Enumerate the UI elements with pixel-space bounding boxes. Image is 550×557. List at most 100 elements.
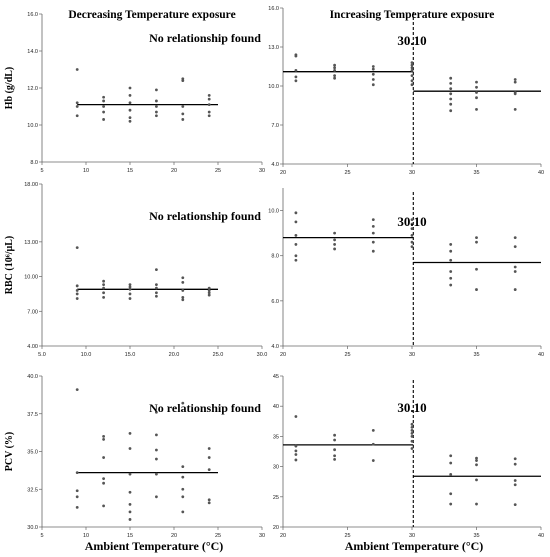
panel2-data-point-5	[333, 63, 336, 67]
panel3-data-point-13	[128, 292, 132, 296]
panel3-data-point-5	[102, 279, 105, 283]
panel3-data-point-2	[75, 289, 79, 292]
panel2-data-point-2	[294, 69, 298, 72]
panel1-data-point-24	[181, 118, 185, 121]
panel2-y-tick-label-1: 7.0	[271, 123, 279, 129]
panel1-data-point-6	[102, 105, 105, 108]
panel6-data-point-26	[475, 459, 478, 462]
panel6-data-point-7	[333, 448, 336, 452]
panel4-data-point-19	[410, 240, 414, 244]
panel1-x-tick-label-5: 30	[259, 168, 265, 174]
panel5-data-point-26	[181, 475, 185, 479]
panel5-data-point-25	[181, 465, 185, 468]
panel6-data-point-34	[513, 503, 517, 507]
panel6-data-point-25	[475, 456, 478, 460]
panel1-data-point-21	[181, 79, 185, 82]
panel6-y-tick-label-4: 40	[273, 404, 279, 410]
panel3-data-point-25	[207, 286, 211, 290]
panel2-data-point-20	[410, 79, 414, 83]
panel2-data-point-9	[333, 76, 336, 80]
panel3-x-tick-label-1: 10.0	[81, 352, 92, 358]
panel4-x-tick-label-1: 25	[344, 352, 350, 358]
panel2-data-point-17	[410, 66, 414, 70]
panel3-data-point-11	[128, 285, 132, 289]
panel5-annotation: No relationship found	[149, 401, 261, 415]
panel6-x-tick-label-1: 25	[344, 533, 350, 539]
panel6-data-point-13	[410, 422, 414, 426]
panel1-data-point-15	[155, 88, 158, 92]
panel6-data-point-10	[371, 428, 375, 432]
panel1-y-tick-label-0: 8.0	[30, 160, 38, 166]
panel5-data-point-8	[102, 477, 105, 481]
panel5-x-tick-label-2: 15	[127, 533, 133, 539]
panel1-x-tick-label-0: 5	[40, 168, 43, 174]
panel5-y-tick-label-4: 40.0	[27, 374, 38, 380]
panel4-data-point-31	[513, 236, 517, 240]
panel3-annotation: No relationship found	[149, 209, 261, 223]
panel6-annotation: 30.10	[397, 400, 426, 415]
panel2-data-point-31	[475, 91, 478, 94]
panel6-data-point-21	[449, 461, 453, 465]
panel5-data-point-18	[155, 410, 158, 414]
panel5-data-point-0	[75, 388, 79, 391]
panel2-data-point-38	[513, 108, 517, 111]
panel2-x-tick-label-4: 40	[538, 170, 544, 176]
panel2-title: Increasing Temperature exposure	[330, 9, 495, 21]
panel1-data-point-4	[102, 95, 105, 99]
panel5-data-point-22	[155, 472, 158, 476]
panel4-data-point-14	[371, 249, 375, 253]
panel1-annotation: No relationship found	[149, 31, 261, 45]
panel1-x-tick-label-4: 25	[215, 168, 221, 174]
panel5-x-tick-label-1: 10	[83, 533, 89, 539]
panel5-y-tick-label-0: 30.0	[27, 525, 38, 531]
panel6-data-point-30	[513, 457, 517, 461]
panel5-data-point-31	[207, 456, 211, 459]
panel3-y-tick-label-3: 13.00	[24, 240, 38, 246]
panel5-data-point-13	[128, 472, 132, 476]
panel2-y-tick-label-3: 13.0	[268, 45, 279, 51]
panel2-x-tick-label-1: 25	[344, 170, 350, 176]
panel3-x-tick-label-2: 15.0	[125, 352, 136, 358]
panel1-y-axis-title: Hb (g/dL)	[4, 67, 15, 110]
panel1-data-point-7	[102, 110, 105, 114]
panel4-data-point-2	[294, 234, 298, 237]
panel4-data-point-23	[449, 258, 453, 262]
panel6-x-tick-label-2: 30	[409, 533, 415, 539]
panel5-data-point-30	[207, 447, 211, 450]
panel2-y-tick-label-0: 4.0	[271, 162, 279, 168]
panel3-data-point-28	[207, 293, 211, 297]
panel5-data-point-4	[75, 505, 79, 509]
panel3-data-point-24	[181, 298, 185, 302]
panel6-data-point-11	[371, 442, 375, 446]
panel5-data-point-23	[155, 495, 158, 499]
panel2-data-point-15	[410, 61, 414, 64]
panel4-data-point-20	[410, 245, 414, 249]
panel6-data-point-24	[449, 502, 453, 506]
panel6-data-point-17	[410, 435, 414, 438]
panel6-data-point-0	[294, 415, 298, 418]
panel6-x-tick-label-4: 40	[538, 533, 544, 539]
panel4-data-point-33	[513, 265, 517, 269]
panel5-data-point-32	[207, 468, 211, 472]
panel6-data-point-27	[475, 463, 478, 467]
panel1-data-point-1	[75, 101, 79, 105]
panel6-data-point-18	[410, 439, 414, 443]
panel5-data-point-10	[102, 504, 105, 508]
panel2-data-point-33	[475, 108, 478, 111]
panel3-data-point-4	[75, 297, 79, 300]
panel1-y-tick-label-1: 10.0	[27, 123, 38, 129]
panel6-x-axis-title: Ambient Temperature (°C)	[345, 539, 484, 553]
panel4-x-tick-label-3: 35	[473, 352, 479, 358]
panel2-data-point-10	[371, 65, 375, 68]
panel5-x-tick-label-4: 25	[215, 533, 221, 539]
panel6-y-tick-label-0: 20	[273, 525, 279, 531]
panel5-data-point-5	[102, 435, 105, 438]
panel5-data-point-21	[155, 457, 158, 461]
panel2-data-point-11	[371, 67, 375, 71]
panel3-data-point-9	[102, 296, 105, 299]
panel1-data-point-28	[207, 110, 211, 114]
panel3-y-tick-label-4: 18.00	[24, 182, 38, 188]
panel2-data-point-4	[294, 79, 298, 83]
panel2-data-point-28	[449, 109, 453, 113]
panel4-data-point-29	[475, 267, 478, 271]
